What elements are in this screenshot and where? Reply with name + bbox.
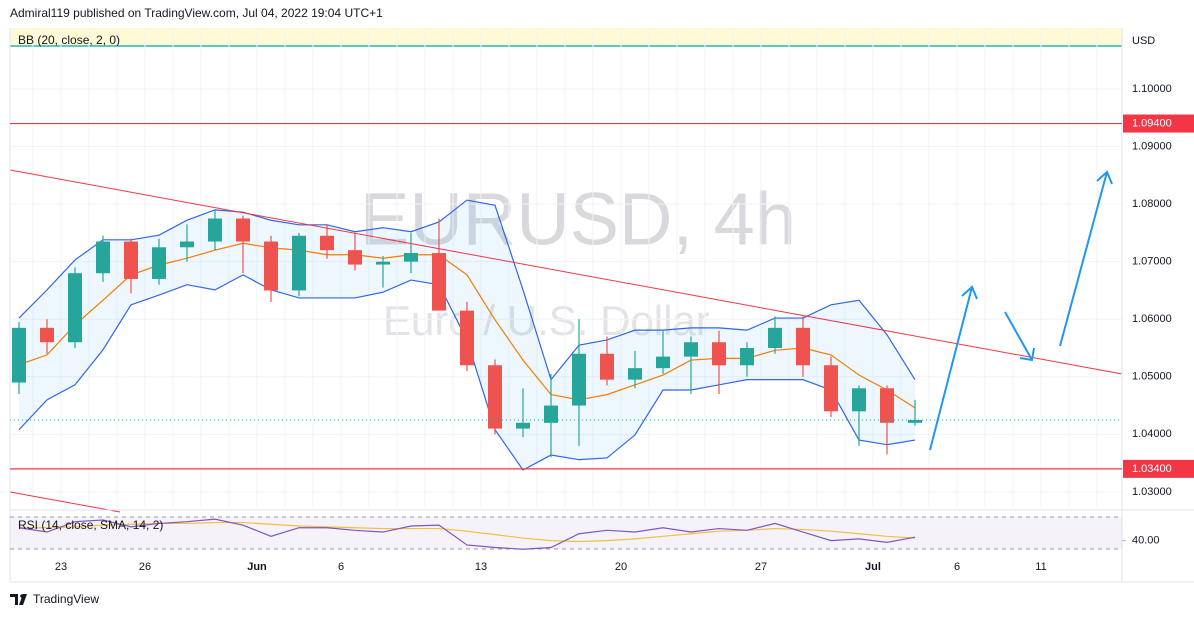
candle-body [180, 241, 194, 248]
rsi-band [10, 517, 1122, 549]
candle-body [684, 342, 698, 357]
candle-body [96, 241, 110, 274]
x-tick-label: 23 [55, 561, 67, 573]
rsi-tick-label: 40.00 [1132, 535, 1160, 547]
y-tick-label: 1.06000 [1132, 313, 1172, 325]
candle-body [488, 365, 502, 429]
bb-header-band [10, 28, 1122, 46]
y-tick-label: 1.08000 [1132, 198, 1172, 210]
candle-body [12, 327, 26, 383]
level-label-bg [1123, 459, 1194, 478]
candle-body [516, 422, 530, 429]
candle-body [460, 310, 474, 366]
bb-basis [18, 242, 916, 409]
candle-body [852, 388, 866, 412]
x-tick-label: 20 [615, 561, 627, 573]
y-tick-label: 1.10000 [1132, 83, 1172, 95]
candle-body [152, 247, 166, 279]
candle-body [292, 235, 306, 291]
x-tick-label: 26 [139, 561, 151, 573]
level-label: 1.09400 [1132, 117, 1172, 129]
candle-body [124, 241, 138, 279]
candle-body [544, 405, 558, 423]
candle-body [600, 353, 614, 380]
arrow [1004, 311, 1035, 362]
y-tick-label: 1.04000 [1132, 428, 1172, 440]
level-label-bg [1123, 114, 1194, 133]
plot [10, 28, 1122, 508]
candle-body [236, 218, 250, 242]
candle-body [572, 353, 586, 406]
arrow [929, 285, 978, 451]
candle-body [348, 250, 362, 265]
candle-body [880, 388, 894, 423]
watermark-title: EURUSD, 4h [360, 178, 796, 261]
y-tick-label: 1.07000 [1132, 256, 1172, 268]
candle-body [320, 235, 334, 251]
x-tick-label: 6 [338, 561, 344, 573]
candle-body [68, 273, 82, 343]
x-tick-label: 27 [755, 561, 767, 573]
candle-body [432, 253, 446, 311]
candle-body [768, 327, 782, 348]
y-tick-label: 1.03000 [1132, 486, 1172, 498]
trendline [9, 491, 121, 513]
candle-body [404, 253, 418, 262]
level-label: 1.03400 [1132, 463, 1172, 475]
currency: USD [1132, 35, 1155, 47]
x-tick-label: Jun [247, 561, 267, 573]
x-tick-label: Jul [865, 561, 881, 573]
candle-body [824, 365, 838, 412]
rsi-line [18, 518, 916, 550]
candle-body [656, 356, 670, 369]
x-tick-label: 13 [475, 561, 487, 573]
rsi-label: RSI (14, close, SMA, 14, 2) [18, 518, 163, 532]
footer-text: TradingView [33, 592, 99, 606]
candle-body [264, 241, 278, 291]
arrows [929, 170, 1113, 451]
arrow [1059, 170, 1113, 347]
logo-dot [20, 594, 24, 598]
candle-body [796, 327, 810, 366]
footer: TradingView [10, 592, 99, 606]
x-tick-label: 11 [1035, 561, 1046, 573]
logo [10, 594, 27, 605]
candle-body [712, 342, 726, 366]
x-tick-label: 6 [954, 561, 960, 573]
bb-label: BB (20, close, 2, 0) [18, 33, 120, 47]
bb-upper [18, 199, 916, 381]
candle-body [208, 218, 222, 242]
candle-body [628, 368, 642, 380]
candle-body [40, 327, 54, 343]
y-tick-label: 1.05000 [1132, 371, 1172, 383]
trendline [9, 169, 1123, 375]
candle-body [376, 261, 390, 265]
candle-body [740, 348, 754, 366]
y-tick-label: 1.09000 [1132, 140, 1172, 152]
candle-body [908, 419, 922, 423]
header: Admiral119 published on TradingView.com,… [10, 6, 383, 20]
